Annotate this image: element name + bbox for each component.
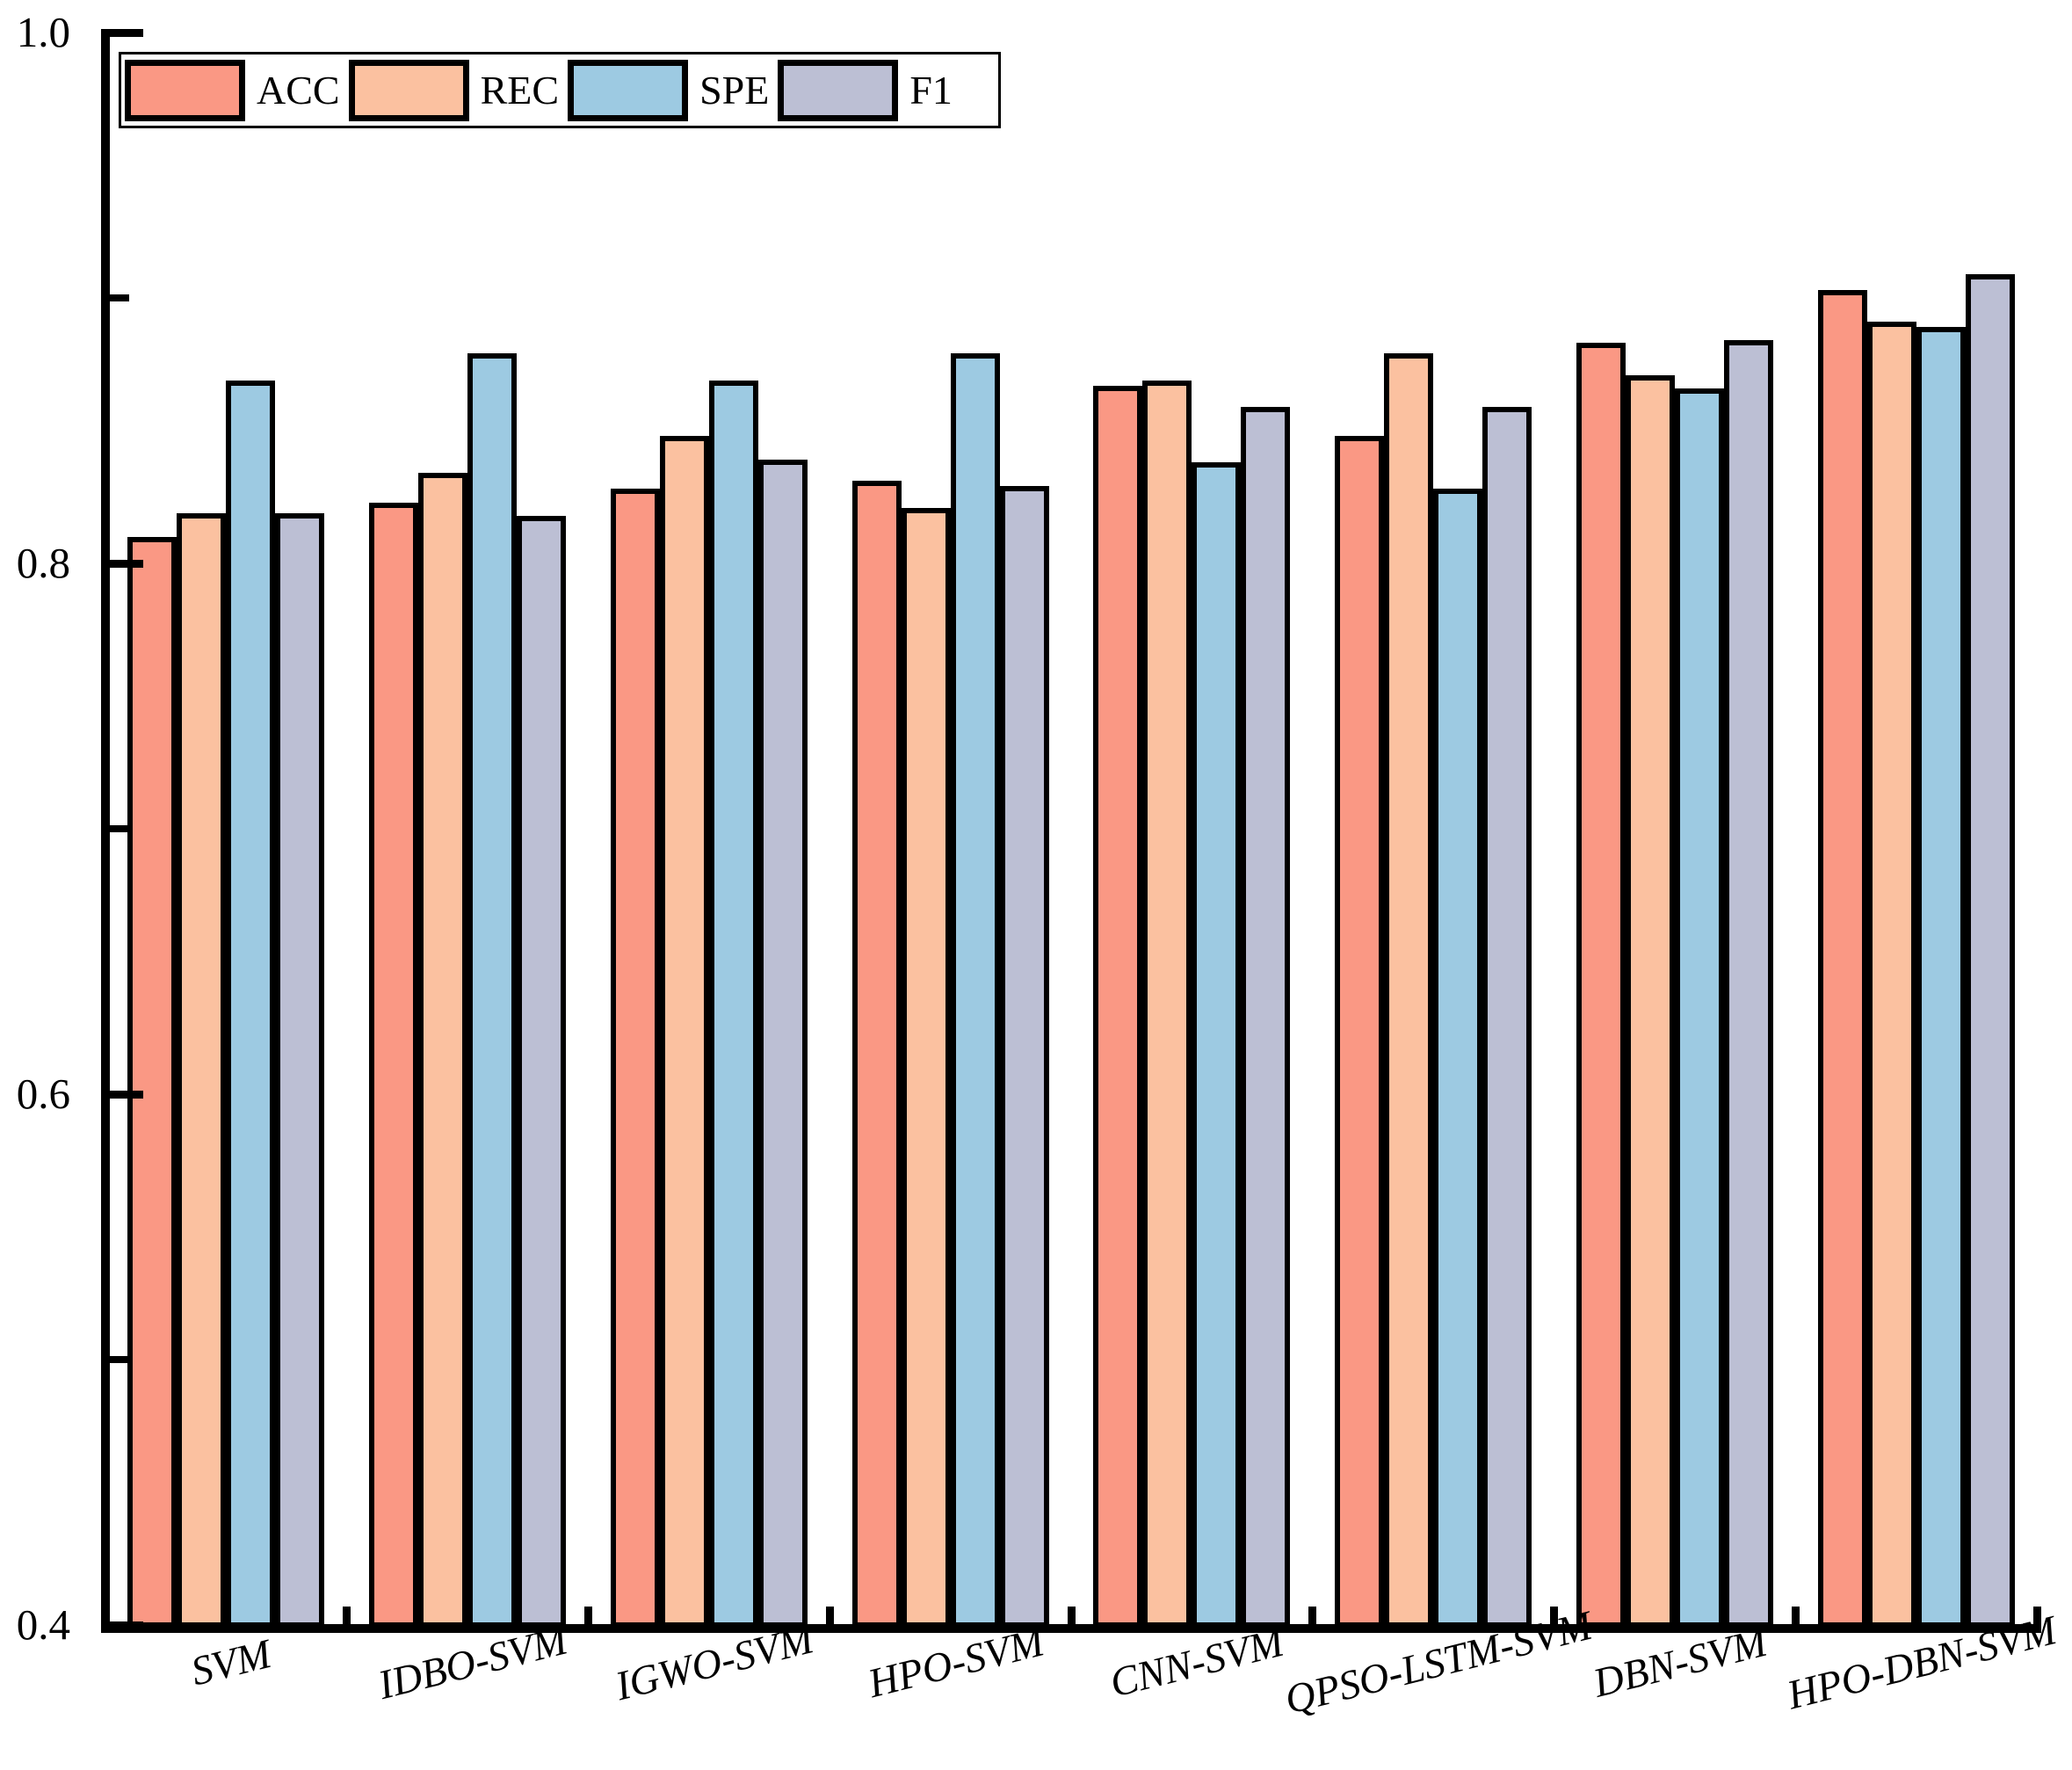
bar-acc-svm [127,536,177,1628]
bar-spe-dbn-svm [1674,388,1724,1628]
x-axis-minor-tick [1308,1607,1317,1624]
legend-swatch-spe [568,59,689,121]
bar-f1-cnn-svm [1241,406,1291,1628]
x-axis-minor-tick [584,1607,592,1624]
bar-acc-igwo-svm [610,489,660,1628]
x-axis-minor-tick [1791,1607,1800,1624]
x-axis-tick-label: SVM [186,1630,277,1695]
y-axis-major-tick [110,1090,143,1099]
x-axis-minor-tick [1550,1607,1558,1624]
bar-spe-idbo-svm [467,353,518,1628]
y-axis-minor-tick [110,1356,129,1363]
bar-f1-igwo-svm [757,460,808,1628]
bar-spe-svm [226,380,276,1628]
bar-acc-dbn-svm [1576,343,1626,1628]
y-axis-spine [101,29,110,1633]
x-axis-minor-tick [2032,1607,2041,1624]
y-axis-tick-label: 0.6 [16,1070,70,1118]
bar-spe-hpo-svm [950,353,1000,1628]
bar-acc-hpo-svm [851,481,902,1628]
bar-acc-idbo-svm [369,502,419,1628]
bar-rec-hpo-svm [901,507,951,1628]
bar-acc-hpo-dbn-svm [1817,289,1867,1628]
y-axis-major-tick [110,1621,143,1629]
legend-swatch-f1 [778,59,899,121]
legend-item-rec: REC [348,59,568,121]
x-axis-minor-tick [1067,1607,1076,1624]
legend-item-acc: ACC [125,59,349,121]
legend-label: SPE [699,68,770,112]
y-axis-tick-label: 0.4 [16,1600,70,1649]
bar-spe-cnn-svm [1192,462,1242,1628]
bar-f1-hpo-dbn-svm [1965,273,2015,1628]
bar-acc-qpso-lstm-svm [1335,436,1385,1628]
legend-label: F1 [909,68,953,112]
bar-rec-dbn-svm [1625,374,1675,1628]
legend-swatch-acc [125,59,245,121]
x-axis-spine [101,1624,2041,1633]
y-axis-major-tick [110,559,143,568]
x-axis-tick-label: DBN-SVM [1589,1619,1771,1707]
legend: ACC REC SPE F1 [119,52,1001,128]
legend-item-f1: F1 [778,59,961,121]
bar-f1-hpo-svm [999,486,1049,1628]
legend-label: ACC [257,68,340,112]
y-axis-major-tick [110,28,143,37]
bar-spe-qpso-lstm-svm [1433,489,1483,1628]
y-axis-tick-label: 0.8 [16,539,70,587]
x-axis-tick-label: HPO-SVM [863,1619,1048,1708]
y-axis-minor-tick [110,294,129,301]
bar-f1-qpso-lstm-svm [1482,406,1532,1628]
bar-rec-idbo-svm [418,473,468,1628]
bar-f1-svm [275,512,325,1628]
bar-f1-idbo-svm [517,515,567,1628]
y-axis-minor-tick [110,825,129,832]
legend-item-spe: SPE [568,59,778,121]
legend-swatch-rec [348,59,469,121]
x-axis-tick-label: CNN-SVM [1105,1619,1289,1707]
bar-rec-cnn-svm [1142,380,1192,1628]
bar-acc-cnn-svm [1093,385,1143,1628]
y-axis-tick-label: 1.0 [16,8,70,56]
bar-spe-igwo-svm [708,380,758,1628]
bar-spe-hpo-dbn-svm [1916,327,1966,1628]
bar-rec-svm [177,512,227,1628]
bar-rec-igwo-svm [659,436,709,1628]
bar-rec-hpo-dbn-svm [1866,322,1916,1628]
x-axis-minor-tick [825,1607,834,1624]
bar-f1-dbn-svm [1723,340,1773,1628]
x-axis-minor-tick [343,1607,351,1624]
bar-rec-qpso-lstm-svm [1384,353,1434,1628]
legend-label: REC [480,68,560,112]
